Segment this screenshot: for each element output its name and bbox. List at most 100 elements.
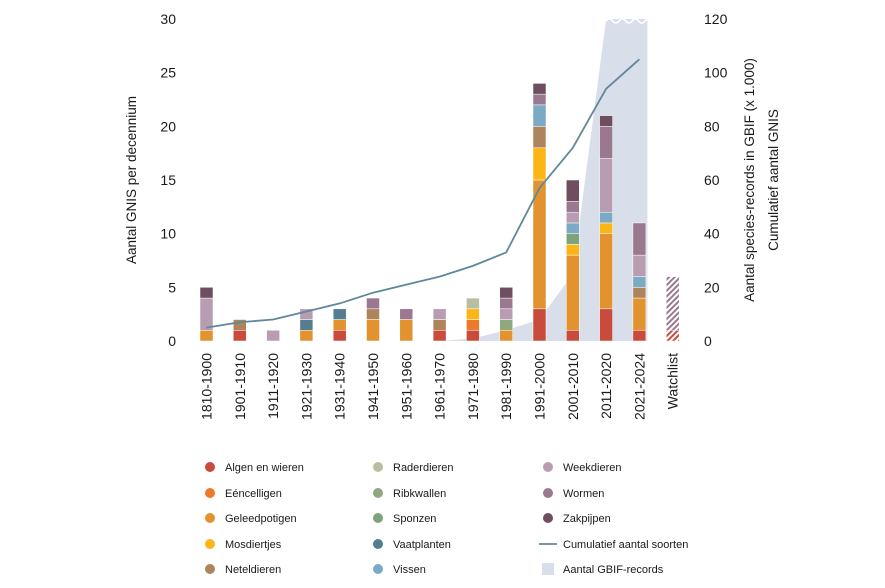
x-tick-label: 2001-2010: [565, 353, 581, 420]
x-tick-label: 2021-2024: [631, 353, 647, 420]
bar-segment-geleedpotigen: [399, 319, 414, 342]
bar-segment-weekdieren: [499, 308, 513, 320]
bar-segment-neteldieren: [432, 319, 447, 331]
x-tick-label: 1901-1910: [232, 353, 248, 420]
bars: [199, 83, 680, 342]
right-tick-label: 80: [704, 118, 720, 134]
bar-segment-algen-en-wieren: [432, 330, 447, 342]
bar-segment-geleedpotigen: [332, 319, 347, 331]
bar-segment-mosdiertjes: [599, 222, 613, 234]
bar-segment-wormen: [599, 126, 613, 159]
legend-swatch-neteldieren: [205, 564, 215, 574]
legend: Algen en wieren Eéncelligen Geleedpotigen M…: [205, 462, 688, 576]
left-tick-label: 5: [168, 279, 176, 295]
bar-segment-vaatplanten: [299, 319, 314, 331]
bar-segment-weekdieren: [299, 308, 314, 320]
bar-segment-algen-en-wieren: [599, 308, 613, 342]
x-tick-label: 1810-1900: [199, 353, 215, 420]
bar-segment-weekdieren: [566, 211, 580, 224]
bar-segment-geleedpotigen: [199, 330, 214, 342]
gbif-records-area: [439, 18, 659, 341]
bar-segment-weekdieren: [199, 297, 214, 331]
bar-segment-algen-en-wieren: [233, 330, 247, 342]
x-axis-ticks: 1810-1900 1901-1910 1911-1920 1921-1930 1931…: [199, 353, 681, 420]
legend-label-weekdieren: Weekdieren: [563, 462, 622, 474]
bar-segment-geleedpotigen: [499, 330, 513, 342]
bar-segment-algen-en-wieren: [332, 330, 347, 342]
bar-segment-geleedpotigen: [299, 330, 314, 342]
legend-label-aantal-gbif-records: Aantal GBIF-records: [563, 564, 664, 576]
bar-segment-neteldieren: [366, 308, 380, 320]
right-tick-label: 0: [704, 333, 712, 349]
legend-label-zakpijpen: Zakpijpen: [563, 513, 611, 525]
x-tick-label: 1931-1940: [332, 353, 348, 420]
bar-segment-wormen: [532, 93, 547, 106]
bar-segment-algen-en-wieren: [665, 330, 680, 342]
legend-swatch-sponzen: [373, 513, 383, 523]
bar-segment-vissen: [632, 276, 647, 288]
legend-swatch-wormen: [543, 488, 553, 498]
bar-segment-mosdiertjes: [566, 244, 580, 256]
bar-segment-wormen: [366, 297, 380, 310]
bar-segment-zakpijpen: [566, 179, 580, 202]
x-tick-label: 1981-1990: [498, 353, 514, 420]
legend-swatch-eencelligen: [205, 488, 215, 498]
legend-label-vissen: Vissen: [393, 564, 426, 576]
x-tick-label: 1961-1970: [432, 353, 448, 420]
bar-segment-sponzen: [566, 233, 580, 245]
bar-segment-raderdieren: [466, 297, 480, 310]
right-tick-label: 20: [704, 279, 720, 295]
bar-segment-geleedpotigen: [632, 297, 647, 331]
bar-segment-wormen: [665, 276, 680, 331]
x-tick-label: 2011-2020: [598, 353, 614, 419]
bar-segment-eencelligen: [466, 319, 480, 331]
bar-segment-zakpijpen: [199, 287, 214, 299]
bar-segment-mosdiertjes: [466, 308, 480, 320]
right-tick-label: 40: [704, 226, 720, 242]
legend-swatch-geleedpotigen: [205, 513, 215, 523]
bar-segment-weekdieren: [599, 158, 613, 213]
right-tick-label: 60: [704, 172, 720, 188]
legend-swatch-algen-en-wieren: [205, 462, 215, 472]
legend-label-neteldieren: Neteldieren: [225, 564, 281, 576]
bar-segment-wormen: [499, 297, 513, 310]
right-tick-label: 100: [704, 65, 728, 81]
bar-segment-neteldieren: [532, 126, 547, 149]
bar-segment-algen-en-wieren: [466, 330, 480, 342]
bar-segment-geleedpotigen: [599, 233, 613, 310]
x-tick-label: 1991-2000: [532, 353, 548, 420]
cumulative-line: [206, 58, 640, 329]
legend-swatch-vaatplanten: [373, 539, 383, 549]
legend-swatch-vissen: [373, 564, 383, 574]
legend-swatch-mosdiertjes: [205, 539, 215, 549]
bar-segment-wormen: [632, 222, 647, 256]
bar-segment-neteldieren: [233, 319, 247, 331]
bar-segment-geleedpotigen: [566, 254, 580, 331]
legend-swatch-area: [542, 563, 554, 575]
bar-segment-vissen: [532, 104, 547, 127]
bar-segment-geleedpotigen: [532, 179, 547, 310]
right-axis-title-1: Aantal species-records in GBIF (x 1.000): [742, 58, 757, 302]
bar-segment-ribkwallen: [499, 319, 513, 331]
x-tick-label: 1971-1980: [465, 353, 481, 420]
bar-segment-zakpijpen: [499, 287, 513, 299]
left-axis-title: Aantal GNIS per decennium: [124, 96, 139, 264]
bar-segment-vissen: [599, 211, 613, 224]
gbif-area: [439, 19, 648, 341]
left-axis-ticks: 0 5 10 15 20 25 30: [160, 11, 176, 349]
legend-label-wormen: Wormen: [563, 488, 604, 500]
left-tick-label: 20: [160, 118, 176, 134]
bar-segment-geleedpotigen: [366, 319, 380, 342]
legend-swatch-ribkwallen: [373, 488, 383, 498]
bar-segment-neteldieren: [632, 287, 647, 299]
bar-segment-wormen: [399, 308, 414, 320]
legend-label-eencelligen: Eéncelligen: [225, 488, 282, 500]
bar-segment-algen-en-wieren: [566, 330, 580, 342]
legend-label-raderdieren: Raderdieren: [393, 462, 454, 474]
gbif-clip-wave: [644, 18, 659, 24]
x-tick-label: Watchlist: [665, 353, 681, 409]
legend-label-cumulatief-aantal-soorten: Cumulatief aantal soorten: [563, 539, 688, 551]
bar-segment-algen-en-wieren: [532, 308, 547, 342]
left-tick-label: 15: [160, 172, 176, 188]
legend-swatch-zakpijpen: [543, 513, 553, 523]
